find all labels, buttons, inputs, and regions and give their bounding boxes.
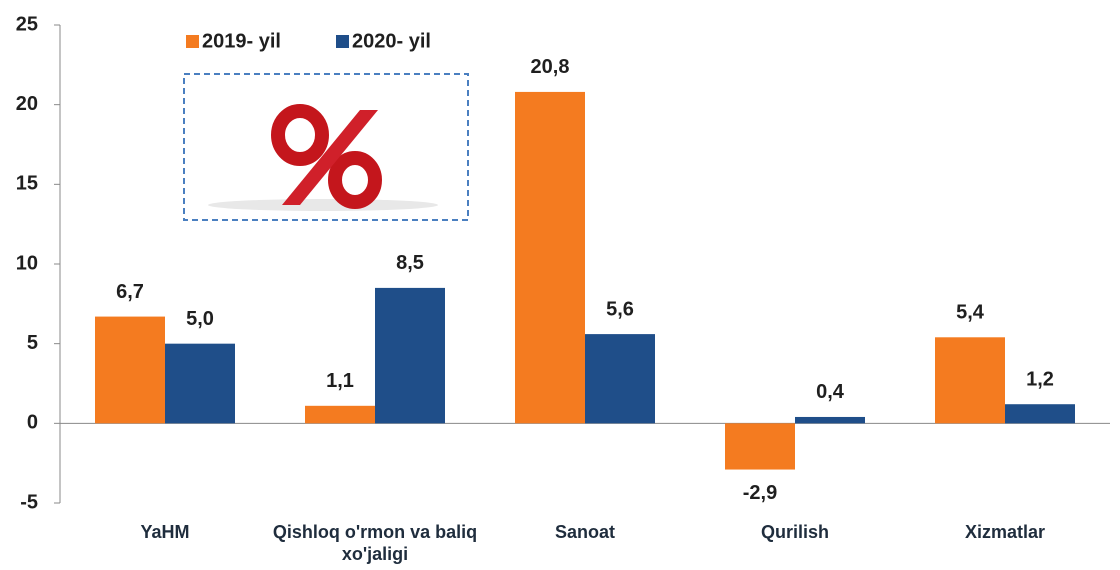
legend-label: 2019- yil (202, 30, 281, 52)
y-tick-label: 15 (16, 173, 38, 195)
y-tick-label: 0 (27, 412, 38, 434)
bar (305, 406, 375, 424)
y-tick-label: 5 (27, 332, 38, 354)
value-label: 8,5 (396, 252, 424, 274)
value-label: 5,4 (956, 302, 985, 324)
bar (585, 334, 655, 423)
value-label: 1,1 (326, 370, 354, 392)
legend-swatch (186, 35, 199, 48)
y-tick-label: -5 (20, 491, 38, 513)
bar (1005, 404, 1075, 423)
bar (165, 344, 235, 424)
bar (725, 423, 795, 469)
value-label: 6,7 (116, 281, 144, 303)
chart: -5 0 5 10 15 20 25 6,7 5,0 1,1 8,5 20,8 5,6 -2,9 0,4 5,… (0, 0, 1120, 570)
x-tick-label: Sanoat (480, 521, 690, 543)
value-label: 5,6 (606, 298, 634, 320)
x-tick-label: Qishloq o'rmon va baliq xo'jaligi (270, 521, 480, 565)
value-label: 1,2 (1026, 368, 1054, 390)
legend-label: 2020- yil (352, 30, 431, 52)
x-tick-label: Xizmatlar (900, 521, 1110, 543)
value-label: 5,0 (186, 308, 214, 330)
page: {"chart_data": {"type": "bar", "categori… (0, 0, 1120, 570)
x-tick-label: Qurilish (690, 521, 900, 543)
x-tick-label: YaHM (60, 521, 270, 543)
bar (375, 288, 445, 423)
bar (935, 337, 1005, 423)
percent-icon (208, 110, 438, 211)
y-tick-label: 25 (16, 13, 38, 35)
bar (795, 417, 865, 423)
legend-swatch (336, 35, 349, 48)
y-tick-label: 10 (16, 252, 38, 274)
y-tick-label: 20 (16, 93, 38, 115)
bar (515, 92, 585, 423)
value-label: -2,9 (743, 482, 777, 504)
value-label: 20,8 (531, 56, 570, 78)
bar (95, 317, 165, 424)
value-label: 0,4 (816, 381, 845, 403)
